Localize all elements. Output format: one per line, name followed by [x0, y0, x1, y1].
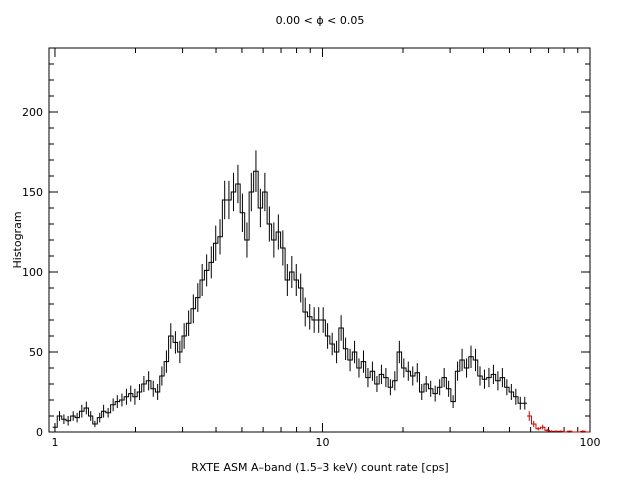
data-series: [52, 150, 590, 433]
y-axis-label: Histogram: [11, 211, 24, 268]
y-tick-label: 150: [22, 186, 43, 199]
y-tick-label: 200: [22, 106, 43, 119]
axis-ticks: [49, 48, 591, 433]
y-tick-label: 50: [29, 346, 43, 359]
y-tick-label: 100: [22, 266, 43, 279]
x-tick-label: 1: [51, 436, 58, 449]
y-tick-label: 0: [36, 426, 43, 439]
chart-title: 0.00 < ϕ < 0.05: [276, 14, 365, 27]
tick-labels: 1 10 100 0 50 100 150 200: [22, 106, 601, 449]
x-tick-label: 10: [315, 436, 329, 449]
plot-frame: [48, 47, 591, 433]
histogram-step-line-1: [52, 170, 528, 428]
x-tick-label: 100: [580, 436, 601, 449]
histogram-step-line-2: [527, 415, 590, 433]
x-axis-label: RXTE ASM A–band (1.5–3 keV) count rate […: [191, 461, 448, 474]
